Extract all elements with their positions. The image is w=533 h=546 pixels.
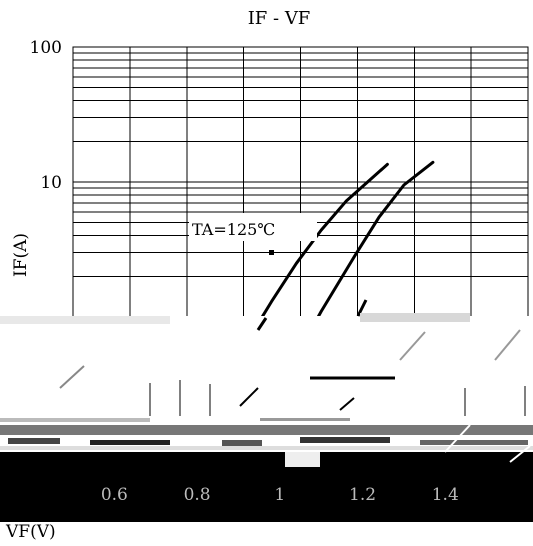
scan-artifact — [0, 299, 533, 546]
artifact-stroke — [59, 365, 85, 389]
artifact-bar — [260, 418, 350, 421]
artifact-stroke — [494, 329, 521, 361]
artifact-curve-end — [356, 299, 368, 317]
artifact-stroke — [509, 445, 531, 463]
x-tick-label: 1 — [274, 485, 285, 505]
artifact-stroke — [399, 331, 426, 361]
artifact-bar — [0, 425, 533, 435]
y-axis-label: IF(A) — [11, 233, 31, 277]
artifact-curve-end — [256, 317, 268, 331]
artifact-stroke — [339, 397, 355, 411]
artifact-black-band — [0, 452, 533, 522]
artifact-bar — [420, 440, 528, 445]
artifact-bar — [0, 418, 150, 422]
x-tick-label: 0.6 — [101, 485, 128, 505]
artifact-bar — [222, 440, 262, 446]
artifact-stroke — [239, 387, 259, 407]
series-line — [245, 162, 389, 344]
annotations: TA=125℃ — [189, 213, 317, 255]
y-tick-label: 100 — [30, 38, 62, 58]
artifact-bar — [300, 437, 390, 443]
artifact-stroke — [444, 424, 471, 453]
x-tick-labels: 0.6 0.8 1 1.2 1.4 — [101, 485, 459, 505]
annotation-background — [189, 213, 317, 241]
artifact-bar — [90, 440, 170, 445]
annotation-marker — [269, 250, 274, 255]
x-tick-label: 0.8 — [184, 485, 211, 505]
x-tick-label: 1.4 — [432, 485, 459, 505]
annotation-ta-125: TA=125℃ — [192, 220, 275, 239]
artifact-bar — [0, 446, 533, 450]
x-tick-label: 1.2 — [349, 485, 376, 505]
x-axis-label: VF(V) — [6, 522, 56, 542]
y-tick-labels: 100 10 — [30, 38, 62, 193]
artifact-bar — [8, 438, 60, 444]
artifact-smear — [360, 313, 470, 322]
y-tick-label: 10 — [40, 173, 62, 193]
artifact-smear — [285, 452, 320, 467]
chart-title: IF - VF — [248, 8, 311, 29]
artifact-smear — [0, 316, 170, 324]
